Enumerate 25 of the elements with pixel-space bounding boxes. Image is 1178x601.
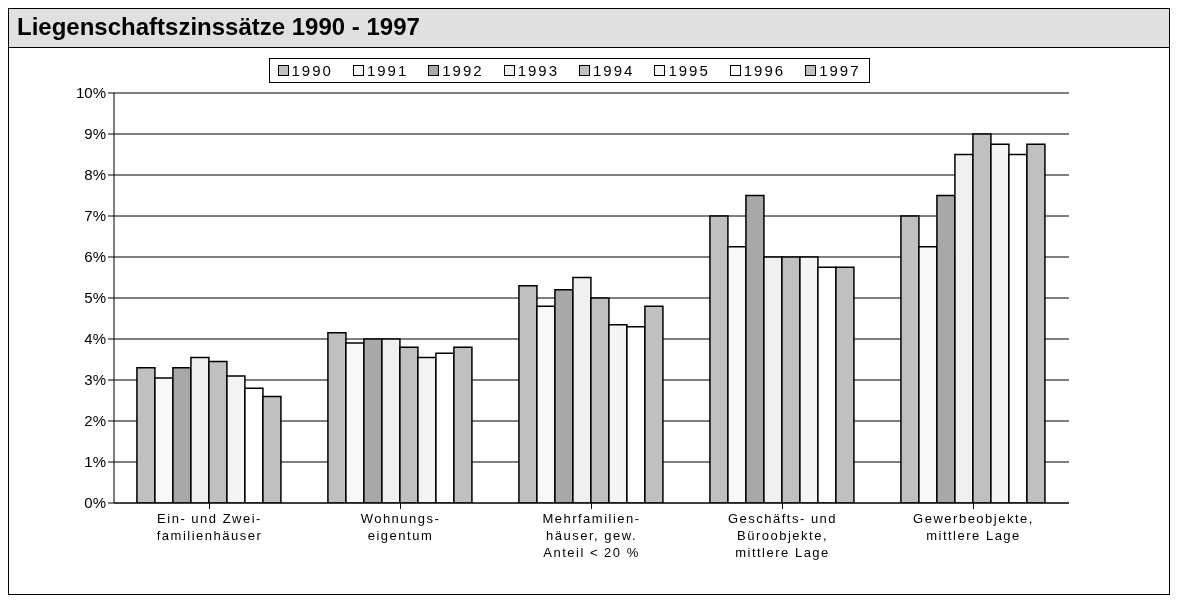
legend-label: 1997 — [818, 62, 861, 79]
y-tick-label: 5% — [84, 289, 106, 307]
y-tick-label: 6% — [84, 248, 106, 266]
legend-label: 1995 — [667, 62, 710, 79]
y-tick-label: 9% — [84, 125, 106, 143]
y-tick-label: 1% — [84, 453, 106, 471]
x-tick-label: Geschäfts- und Büroobjekte, mittlere Lage — [727, 511, 838, 560]
legend-label: 1993 — [516, 62, 559, 79]
legend-label: 1990 — [290, 62, 333, 79]
legend-label: 1992 — [441, 62, 484, 79]
y-tick-label: 2% — [84, 412, 106, 430]
x-tick-label: Wohnungs- eigentum — [360, 511, 441, 543]
x-tick-label: Ein- und Zwei- familienhäuser — [156, 511, 263, 543]
y-tick-label: 4% — [84, 330, 106, 348]
legend-label: 1994 — [592, 62, 635, 79]
y-tick-label: 8% — [84, 166, 106, 184]
y-tick-label: 3% — [84, 371, 106, 389]
x-tick-label: Gewerbeobjekte, mittlere Lage — [913, 511, 1034, 543]
y-tick-label: 7% — [84, 207, 106, 225]
y-tick-label: 10% — [75, 84, 106, 102]
chart-title: Liegenschaftszinssätze 1990 - 1997 — [9, 9, 1169, 48]
legend-label: 1991 — [365, 62, 409, 79]
y-tick-label: 0% — [84, 494, 106, 512]
x-tick-label: Mehrfamilien- häuser, gew. Anteil < 20 % — [542, 511, 641, 560]
legend-label: 1996 — [742, 62, 786, 79]
